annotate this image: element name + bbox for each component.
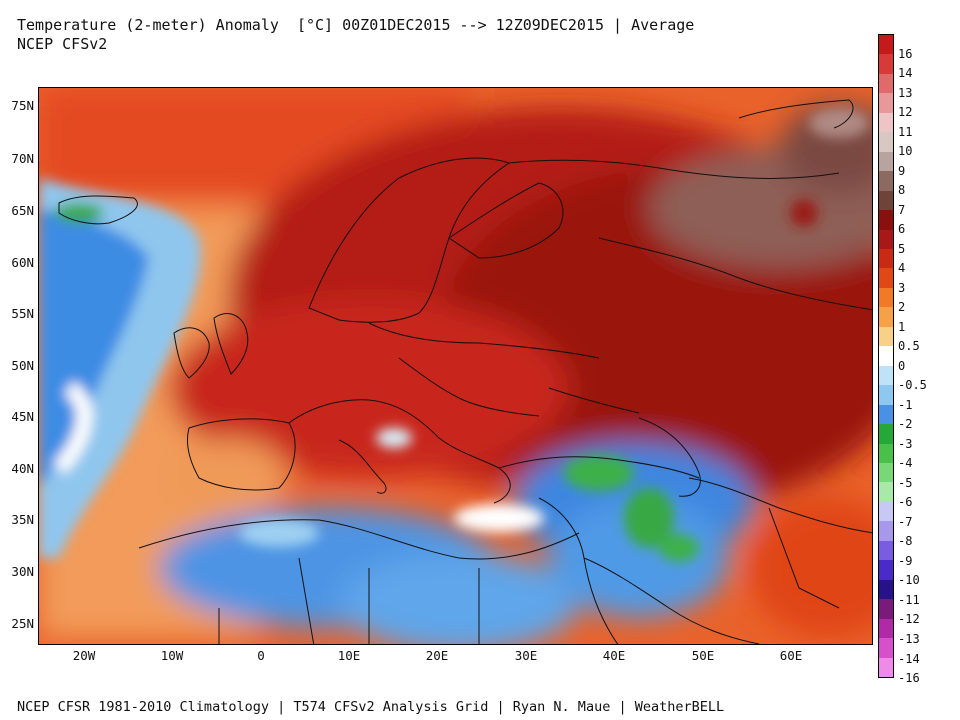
lon-tick: 20W [72,648,96,663]
colorbar-swatch [879,151,893,172]
colorbar-label: 16 [898,46,913,61]
colorbar-label: -14 [898,651,920,666]
lat-tick: 60N [11,255,34,270]
colorbar-swatch [879,54,893,74]
colorbar-swatch [879,268,893,288]
lon-tick: 20E [425,648,449,663]
colorbar-swatch [879,365,893,386]
colorbar-label: 1 [898,319,906,334]
colorbar-swatch [879,501,893,522]
lon-tick: 30E [514,648,538,663]
colorbar-label: -9 [898,553,913,568]
colorbar-label: 14 [898,66,913,81]
colorbar-label: -7 [898,514,913,529]
colorbar-swatch [879,443,893,463]
lat-tick: 75N [11,98,34,113]
colorbar-swatch [879,657,893,677]
colorbar-label: 2 [898,300,906,315]
lat-tick: 30N [11,564,34,579]
colorbar-label: 8 [898,183,906,198]
colorbar-label: -16 [898,671,920,686]
colorbar-swatch [879,462,893,483]
anomaly-field [39,88,872,644]
colorbar-label: -0.5 [898,378,927,393]
lon-tick: 0 [257,648,265,663]
colorbar-swatch [879,346,893,366]
colorbar-label: -3 [898,436,913,451]
colorbar-swatch [879,482,893,502]
colorbar-swatch [879,248,893,269]
lat-tick: 45N [11,409,34,424]
colorbar-label: 0 [898,358,906,373]
colorbar-swatch [879,424,893,444]
colorbar-swatch [879,385,893,405]
colorbar-label: 0.5 [898,339,920,354]
colorbar-swatch [879,171,893,191]
colorbar-label: 13 [898,85,913,100]
colorbar-swatch [879,307,893,327]
colorbar-label: -11 [898,592,920,607]
colorbar-swatch [879,521,893,541]
colorbar-label: -5 [898,475,913,490]
colorbar-labels: 16 14 13 12 11 10 9 8 7 6 5 4 3 2 1 0.5 0 -0.5 -1 -2 -3 -4 -5 -… [898,34,938,684]
colorbar-swatch [879,35,893,55]
colorbar-swatch [879,618,893,639]
colorbar-label: 10 [898,144,913,159]
map-credits: NCEP CFSR 1981-2010 Climatology | T574 C… [17,699,725,715]
colorbar-label: -10 [898,573,920,588]
lon-tick: 50E [691,648,715,663]
lat-tick: 65N [11,203,34,218]
colorbar-label: 3 [898,280,906,295]
colorbar-swatch [879,210,893,230]
lon-tick: 60E [779,648,803,663]
colorbar-label: 11 [898,124,913,139]
colorbar-label: 9 [898,163,906,178]
lon-tick: 10W [160,648,184,663]
lat-tick: 25N [11,616,34,631]
colorbar-swatch [879,540,893,561]
colorbar-swatch [879,190,893,211]
colorbar-label: -8 [898,534,913,549]
colorbar-swatch [879,73,893,94]
colorbar-label: 5 [898,241,906,256]
colorbar-swatch [879,229,893,249]
map-subtitle: NCEP CFSv2 [17,35,108,53]
anomaly-map-canvas [39,88,872,644]
coastlines [58,99,872,644]
map-title: Temperature (2-meter) Anomaly [°C] 00Z01… [17,16,695,34]
colorbar-swatch [879,638,893,658]
colorbar-swatch [879,404,893,425]
colorbar-label: 12 [898,105,913,120]
lon-tick: 10E [337,648,361,663]
colorbar-label: -1 [898,397,913,412]
colorbar [878,34,894,678]
anomaly-details [39,108,869,562]
lat-tick: 55N [11,306,34,321]
colorbar-label: -13 [898,631,920,646]
anomaly-map [38,87,873,645]
colorbar-swatch [879,287,893,308]
colorbar-swatch [879,132,893,152]
colorbar-label: 6 [898,222,906,237]
lon-tick: 40E [602,648,626,663]
colorbar-label: 7 [898,202,906,217]
colorbar-swatch [879,326,893,347]
colorbar-swatch [879,112,893,133]
lat-tick: 50N [11,358,34,373]
colorbar-label: -2 [898,417,913,432]
lat-tick: 35N [11,512,34,527]
lat-tick: 70N [11,151,34,166]
colorbar-swatch [879,560,893,580]
colorbar-label: -12 [898,612,920,627]
colorbar-label: -6 [898,495,913,510]
colorbar-swatch [879,93,893,113]
colorbar-swatch [879,599,893,619]
colorbar-label: -4 [898,456,913,471]
colorbar-swatch [879,579,893,600]
lat-tick: 40N [11,461,34,476]
colorbar-label: 4 [898,261,906,276]
